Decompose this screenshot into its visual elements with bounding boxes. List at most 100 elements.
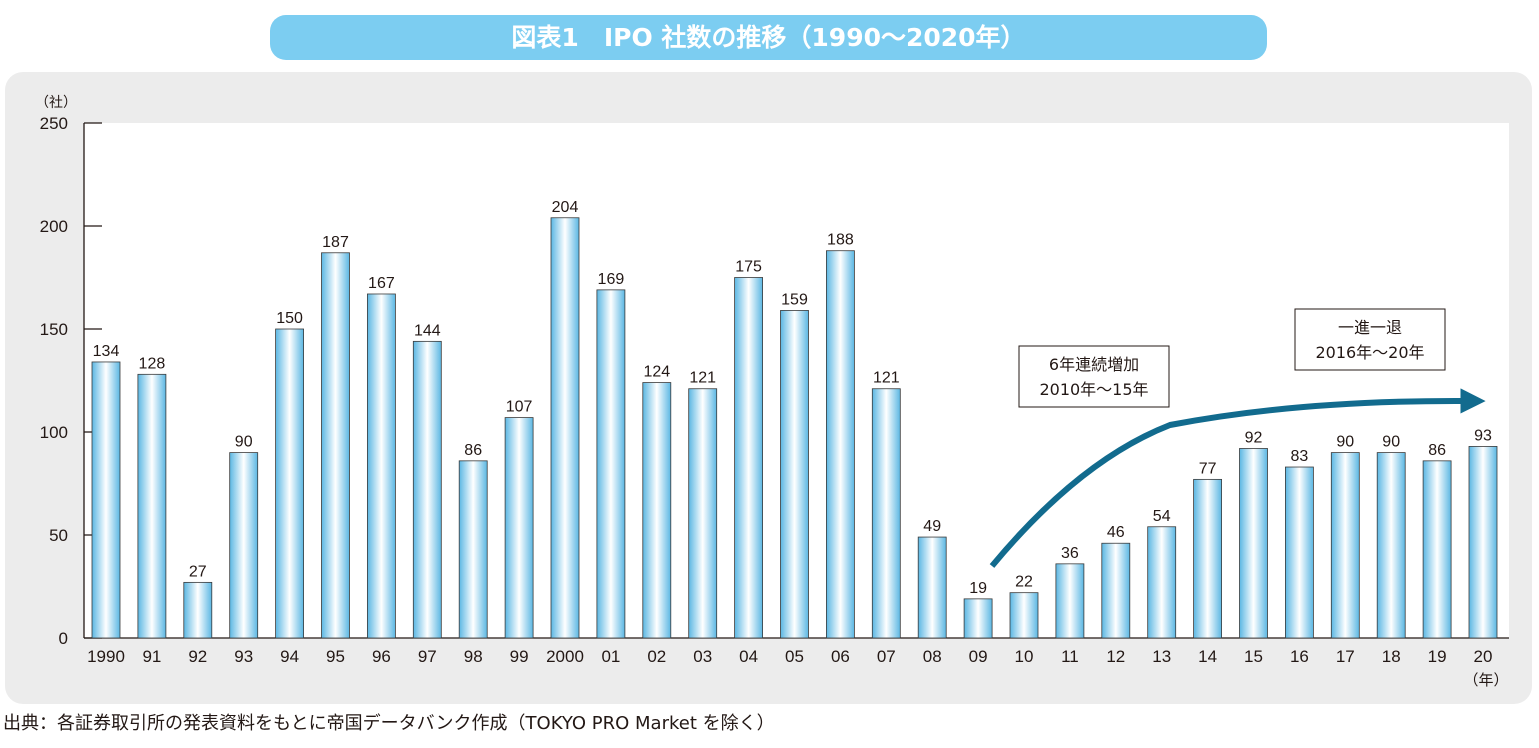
bar — [734, 277, 763, 639]
bar — [1422, 460, 1452, 639]
bar-value-label: 128 — [139, 355, 166, 372]
bar-value-label: 86 — [1428, 442, 1446, 459]
x-tick-label: 10 — [1015, 647, 1034, 666]
bar-value-label: 159 — [781, 291, 808, 308]
x-tick-label: 99 — [510, 647, 529, 666]
x-tick-label: 09 — [969, 647, 988, 666]
x-tick-label: 98 — [464, 647, 483, 666]
bar — [275, 328, 305, 639]
bar — [642, 382, 672, 639]
bar-value-label: 83 — [1291, 448, 1309, 465]
x-tick-label: 95 — [326, 647, 345, 666]
bar — [1330, 452, 1360, 639]
x-tick-label: 12 — [1106, 647, 1125, 666]
bar-value-label: 86 — [464, 442, 482, 459]
x-tick-label: 07 — [877, 647, 896, 666]
annotation-flat: 一進一退 2016年～20年 — [1294, 308, 1446, 371]
bar-value-label: 150 — [276, 310, 303, 327]
bar-value-label: 107 — [506, 399, 533, 416]
x-axis-unit-label: （年） — [1463, 672, 1508, 689]
y-tick-label: 50 — [49, 526, 68, 545]
bar — [780, 310, 809, 639]
x-tick-label: 18 — [1382, 647, 1401, 666]
x-tick-label: 13 — [1152, 647, 1171, 666]
source-note: 出典：各証券取引所の発表資料をもとに帝国データバンク作成（TOKYO PRO M… — [3, 713, 775, 734]
x-tick-label: 93 — [234, 647, 253, 666]
bar — [183, 581, 213, 639]
x-tick-label: 19 — [1428, 647, 1447, 666]
x-tick-label: 08 — [923, 647, 942, 666]
x-tick-label: 16 — [1290, 647, 1309, 666]
y-tick-label: 100 — [40, 423, 68, 442]
annotation-increase-line1: 6年連続増加 — [1049, 355, 1139, 374]
bar-value-label: 92 — [1245, 429, 1263, 446]
bar-value-label: 204 — [552, 199, 579, 216]
value-labels: 1341990128912792909315094187951679614497… — [87, 199, 1492, 666]
bars — [91, 217, 1498, 639]
bar — [688, 388, 718, 639]
x-tick-label: 15 — [1244, 647, 1263, 666]
bar — [871, 388, 901, 639]
bar-value-label: 144 — [414, 322, 441, 339]
bar — [826, 250, 855, 639]
bar — [550, 217, 580, 639]
bar-value-label: 46 — [1107, 524, 1125, 541]
bar — [1285, 466, 1314, 639]
x-tick-label: 01 — [601, 647, 620, 666]
x-tick-label: 20 — [1474, 647, 1493, 666]
x-tick-label: 02 — [647, 647, 666, 666]
x-tick-label: 92 — [188, 647, 207, 666]
x-tick-label: 05 — [785, 647, 804, 666]
x-tick-label: 94 — [280, 647, 299, 666]
bar-value-label: 36 — [1061, 545, 1079, 562]
bar-value-label: 90 — [235, 434, 253, 451]
bar — [229, 452, 259, 639]
bar — [1468, 446, 1498, 639]
bar-value-label: 22 — [1015, 574, 1033, 591]
bar — [504, 417, 534, 639]
annotation-increase: 6年連続増加 2010年～15年 — [1018, 345, 1170, 408]
x-tick-label: 06 — [831, 647, 850, 666]
bar — [321, 252, 350, 639]
bar-value-label: 121 — [689, 370, 716, 387]
x-tick-label: 04 — [739, 647, 758, 666]
bar-value-label: 49 — [923, 518, 941, 535]
bar-value-label: 121 — [873, 370, 900, 387]
x-tick-label: 11 — [1061, 647, 1079, 666]
bar-value-label: 175 — [735, 259, 762, 276]
bar-value-label: 54 — [1153, 508, 1171, 525]
bar-value-label: 90 — [1336, 434, 1354, 451]
bar-value-label: 124 — [643, 364, 670, 381]
bar-value-label: 167 — [368, 275, 395, 292]
bar — [366, 293, 396, 639]
y-tick-label: 250 — [40, 114, 68, 133]
annotation-flat-line1: 一進一退 — [1338, 318, 1402, 337]
y-tick-label: 150 — [40, 320, 68, 339]
bar — [412, 340, 442, 639]
x-tick-label: 91 — [142, 647, 161, 666]
bar-value-label: 134 — [93, 343, 120, 360]
chart-title: 図表1 IPO 社数の推移（1990～2020年） — [270, 15, 1267, 60]
bar — [1009, 592, 1039, 639]
x-tick-label: 17 — [1336, 647, 1355, 666]
annotation-flat-line2: 2016年～20年 — [1315, 343, 1424, 362]
bar — [596, 289, 626, 639]
bar — [1055, 563, 1085, 639]
y-tick-label: 200 — [40, 217, 68, 236]
bar — [917, 536, 947, 639]
trend-arrow — [989, 388, 1486, 568]
bar-value-label: 27 — [189, 563, 207, 580]
bar-value-label: 19 — [969, 580, 987, 597]
bar — [458, 460, 488, 639]
bar-value-label: 90 — [1382, 434, 1400, 451]
bar — [1101, 542, 1131, 639]
bar — [91, 361, 121, 639]
annotation-increase-line2: 2010年～15年 — [1039, 380, 1148, 399]
bar — [1193, 478, 1222, 639]
x-tick-label: 2000 — [546, 647, 584, 666]
x-tick-label: 96 — [372, 647, 391, 666]
bar — [1147, 526, 1177, 639]
y-axis-unit-label: （社） — [35, 94, 77, 110]
y-tick-label: 0 — [59, 629, 68, 648]
